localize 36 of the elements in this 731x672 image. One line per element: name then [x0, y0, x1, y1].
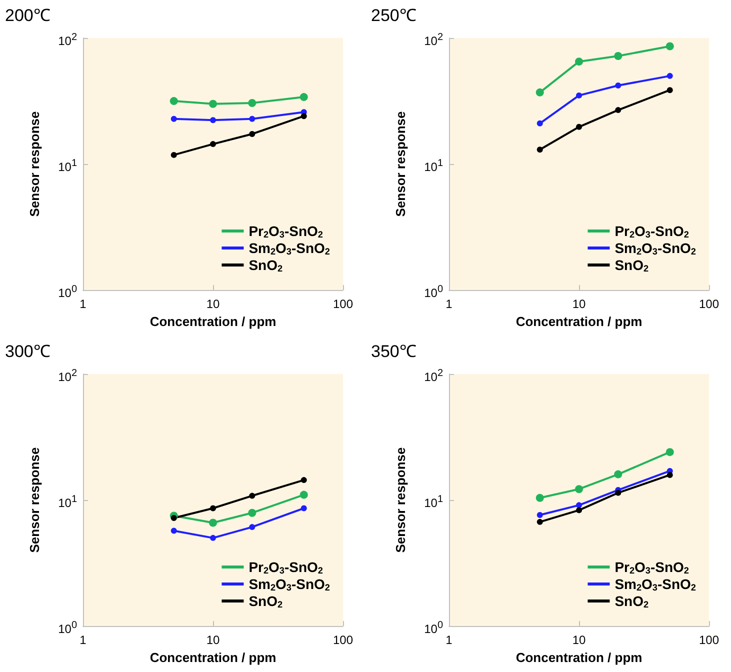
y-tick-label: 10$^{1}$ [58, 493, 77, 512]
y-tick-label: 10$^{1}$ [424, 493, 443, 512]
x-tick-label: 100 [698, 633, 720, 647]
x-tick-label: 100 [332, 633, 354, 647]
y-tick-label: 10$^{0}$ [424, 619, 443, 638]
x-axis-title: Concentration / ppm [150, 650, 276, 665]
x-axis-title: Concentration / ppm [516, 314, 642, 329]
y-tick-label: 10$^{0}$ [58, 283, 77, 302]
chart-title: 300℃ [5, 342, 50, 361]
y-axis-title: Sensor response [393, 111, 408, 217]
x-tick-label: 1 [446, 297, 453, 311]
x-tick-label: 1 [80, 633, 87, 647]
x-tick-label: 10 [206, 297, 220, 311]
y-tick-label: 10$^{2}$ [424, 367, 443, 386]
x-tick-label: 100 [332, 297, 354, 311]
y-tick-label: 10$^{2}$ [58, 367, 77, 386]
x-axis-title: Concentration / ppm [516, 650, 642, 665]
y-axis-title: Sensor response [27, 447, 42, 553]
x-tick-label: 10 [572, 297, 586, 311]
y-tick-label: 10$^{2}$ [58, 31, 77, 50]
y-axis-title: Sensor response [27, 111, 42, 217]
x-tick-label: 1 [446, 633, 453, 647]
y-axis-title: Sensor response [393, 447, 408, 553]
y-tick-label: 10$^{0}$ [424, 283, 443, 302]
chart-title: 250℃ [371, 6, 416, 25]
x-tick-label: 100 [698, 297, 720, 311]
x-tick-label: 10 [206, 633, 220, 647]
x-tick-label: 1 [80, 297, 87, 311]
y-tick-label: 10$^{1}$ [58, 157, 77, 176]
x-axis-title: Concentration / ppm [150, 314, 276, 329]
chart-title: 200℃ [5, 6, 50, 25]
y-tick-label: 10$^{1}$ [424, 157, 443, 176]
y-tick-label: 10$^{2}$ [424, 31, 443, 50]
y-tick-label: 10$^{0}$ [58, 619, 77, 638]
x-tick-label: 10 [572, 633, 586, 647]
chart-title: 350℃ [371, 342, 416, 361]
